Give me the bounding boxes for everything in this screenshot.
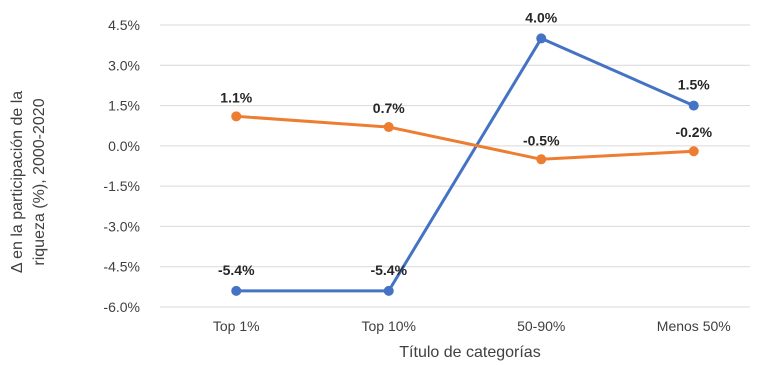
x-tick-label: 50-90% xyxy=(517,318,565,334)
data-point xyxy=(688,146,699,157)
y-tick-label: -6.0% xyxy=(103,299,140,315)
data-label: 1.5% xyxy=(678,77,710,93)
y-tick-labels: 4.5% 3.0% 1.5% 0.0% -1.5% -3.0% -4.5% -6.0% xyxy=(103,17,140,315)
data-point xyxy=(231,111,242,122)
data-label: 1.1% xyxy=(220,89,252,105)
x-tick-label: Menos 50% xyxy=(657,318,731,334)
data-point xyxy=(383,122,394,133)
y-tick-label: -4.5% xyxy=(103,259,140,275)
series-line-1 xyxy=(236,36,695,293)
y-tick-label: 0.0% xyxy=(108,138,140,154)
data-label: -0.5% xyxy=(523,132,560,148)
y-tick-label: 1.5% xyxy=(108,98,140,114)
y-tick-label: -1.5% xyxy=(103,178,140,194)
data-label: -5.4% xyxy=(218,262,255,278)
y-tick-label: -3.0% xyxy=(103,218,140,234)
y-tick-label: 3.0% xyxy=(108,57,140,73)
series-lines xyxy=(231,33,699,296)
x-tick-label: Top 10% xyxy=(362,318,416,334)
data-point xyxy=(536,33,547,44)
data-point xyxy=(383,285,394,296)
grid-lines xyxy=(160,24,750,308)
data-label: -5.4% xyxy=(370,262,407,278)
y-axis-title-line-1: Δ en la participación de la xyxy=(9,91,26,273)
data-label: 0.7% xyxy=(373,100,405,116)
x-axis-title: Título de categorías xyxy=(399,344,540,361)
data-point xyxy=(536,154,547,165)
series-line-2 xyxy=(236,114,694,161)
y-axis-title-line-2: riqueza (%), 2000-2020 xyxy=(31,98,48,265)
data-label: 4.0% xyxy=(525,9,557,25)
data-point xyxy=(231,285,242,296)
y-tick-label: 4.5% xyxy=(108,17,140,33)
data-label: -0.2% xyxy=(675,124,712,140)
y-axis-title: Δ en la participación de la riqueza (%),… xyxy=(9,91,48,273)
data-point xyxy=(688,100,699,111)
x-tick-labels: Top 1% Top 10% 50-90% Menos 50% xyxy=(213,318,731,334)
x-tick-label: Top 1% xyxy=(213,318,260,334)
data-labels: -5.4% -5.4% 4.0% 1.5% 1.1% 0.7% -0.5% -0.2% xyxy=(218,9,713,277)
